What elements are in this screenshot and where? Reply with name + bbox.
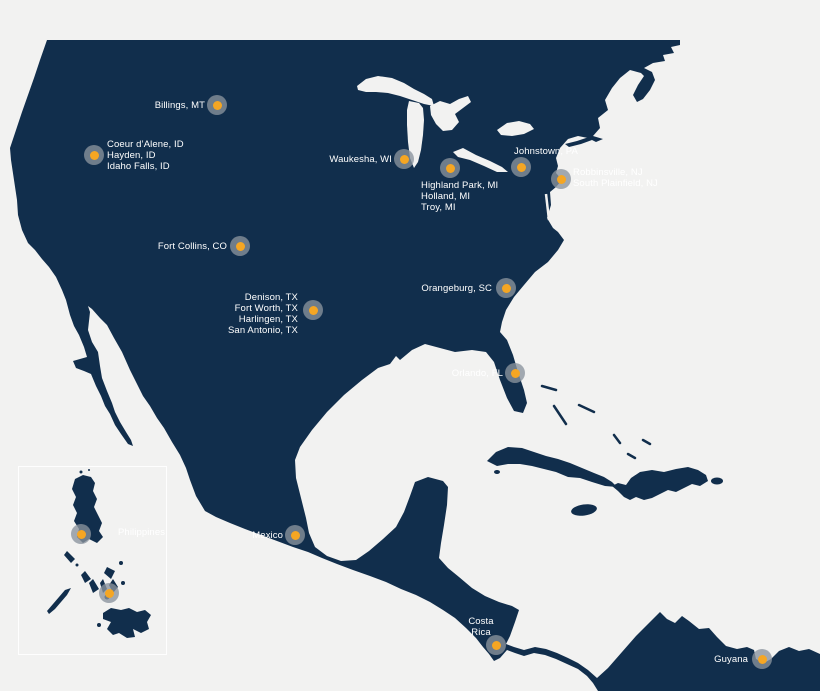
small-island <box>119 561 123 565</box>
map-label-philippines: Philippines <box>118 527 166 538</box>
babuyan-island <box>79 470 83 474</box>
marker-dot <box>89 150 99 160</box>
map-marker-billings <box>207 95 227 115</box>
isla-juventud <box>494 470 500 474</box>
long-island <box>565 137 592 147</box>
map-marker-mexico <box>285 525 305 545</box>
chesapeake-bay <box>544 193 551 221</box>
cuba <box>487 447 617 487</box>
map-label-mexico: Mexico <box>252 530 283 541</box>
map-marker-orangeburg <box>496 278 516 298</box>
mindanao-island <box>103 608 151 638</box>
marker-dot <box>445 163 455 173</box>
panay-island <box>81 571 91 583</box>
map-marker-guyana <box>752 649 772 669</box>
philippines-inset-box <box>18 466 167 655</box>
marker-dot <box>76 529 86 539</box>
map-label-billings: Billings, MT <box>154 100 205 111</box>
map-marker-costa-rica <box>486 635 506 655</box>
marker-dot <box>501 283 511 293</box>
marker-dot <box>516 162 526 172</box>
marker-dot <box>491 640 501 650</box>
samar-island <box>104 567 115 579</box>
marker-dot <box>556 174 566 184</box>
map-marker-fort-collins <box>230 236 250 256</box>
marker-dot <box>757 654 767 664</box>
marker-dot <box>290 530 300 540</box>
negros-island <box>89 579 99 593</box>
lake-superior <box>357 76 434 106</box>
map-marker-philippines-visayas <box>99 583 119 603</box>
map-label-orlando: Orlando, FL <box>451 368 503 379</box>
bahamas-islands <box>540 384 652 460</box>
marker-dot <box>212 100 222 110</box>
map-label-new-jersey: Robbinsville, NJ South Plainfield, NJ <box>573 167 658 189</box>
mindoro-island <box>64 551 75 563</box>
lake-erie <box>453 148 508 172</box>
map-marker-orlando <box>505 363 525 383</box>
map-label-fort-collins: Fort Collins, CO <box>157 241 227 252</box>
marker-dot <box>104 588 114 598</box>
small-island <box>75 563 79 567</box>
babuyan-island <box>88 469 90 471</box>
north-america-landmass <box>10 40 820 691</box>
jamaica <box>571 504 597 516</box>
map-marker-philippines-luzon <box>71 524 91 544</box>
map-marker-michigan <box>440 158 460 178</box>
map-label-idaho: Coeur d’Alene, ID Hayden, ID Idaho Falls… <box>107 139 184 172</box>
map-label-texas: Denison, TX Fort Worth, TX Harlingen, TX… <box>228 292 298 336</box>
map-label-costa-rica: Costa Rica <box>468 616 494 638</box>
map-marker-idaho <box>84 145 104 165</box>
map-label-guyana: Guyana <box>714 654 748 665</box>
map-label-michigan: Highland Park, MI Holland, MI Troy, MI <box>421 180 499 213</box>
marker-dot <box>235 241 245 251</box>
map-marker-texas <box>303 300 323 320</box>
marker-dot <box>510 368 520 378</box>
delaware-bay <box>552 196 557 216</box>
map-marker-johnstown <box>511 157 531 177</box>
lake-huron <box>430 96 471 131</box>
map-label-johnstown: Johnstown, PA <box>514 146 578 157</box>
puerto-rico <box>711 477 723 485</box>
map-marker-new-jersey <box>551 169 571 189</box>
philippines-map-svg <box>47 469 151 638</box>
map-label-orangeburg: Orangeburg, SC <box>421 283 492 294</box>
lake-ontario <box>497 121 534 136</box>
marker-dot <box>308 305 318 315</box>
map-marker-waukesha <box>394 149 414 169</box>
small-island <box>121 581 125 585</box>
map-label-waukesha: Waukesha, WI <box>329 154 392 165</box>
small-island <box>97 623 101 627</box>
palawan-island <box>47 588 71 614</box>
marker-dot <box>399 154 409 164</box>
hispaniola <box>612 467 708 500</box>
